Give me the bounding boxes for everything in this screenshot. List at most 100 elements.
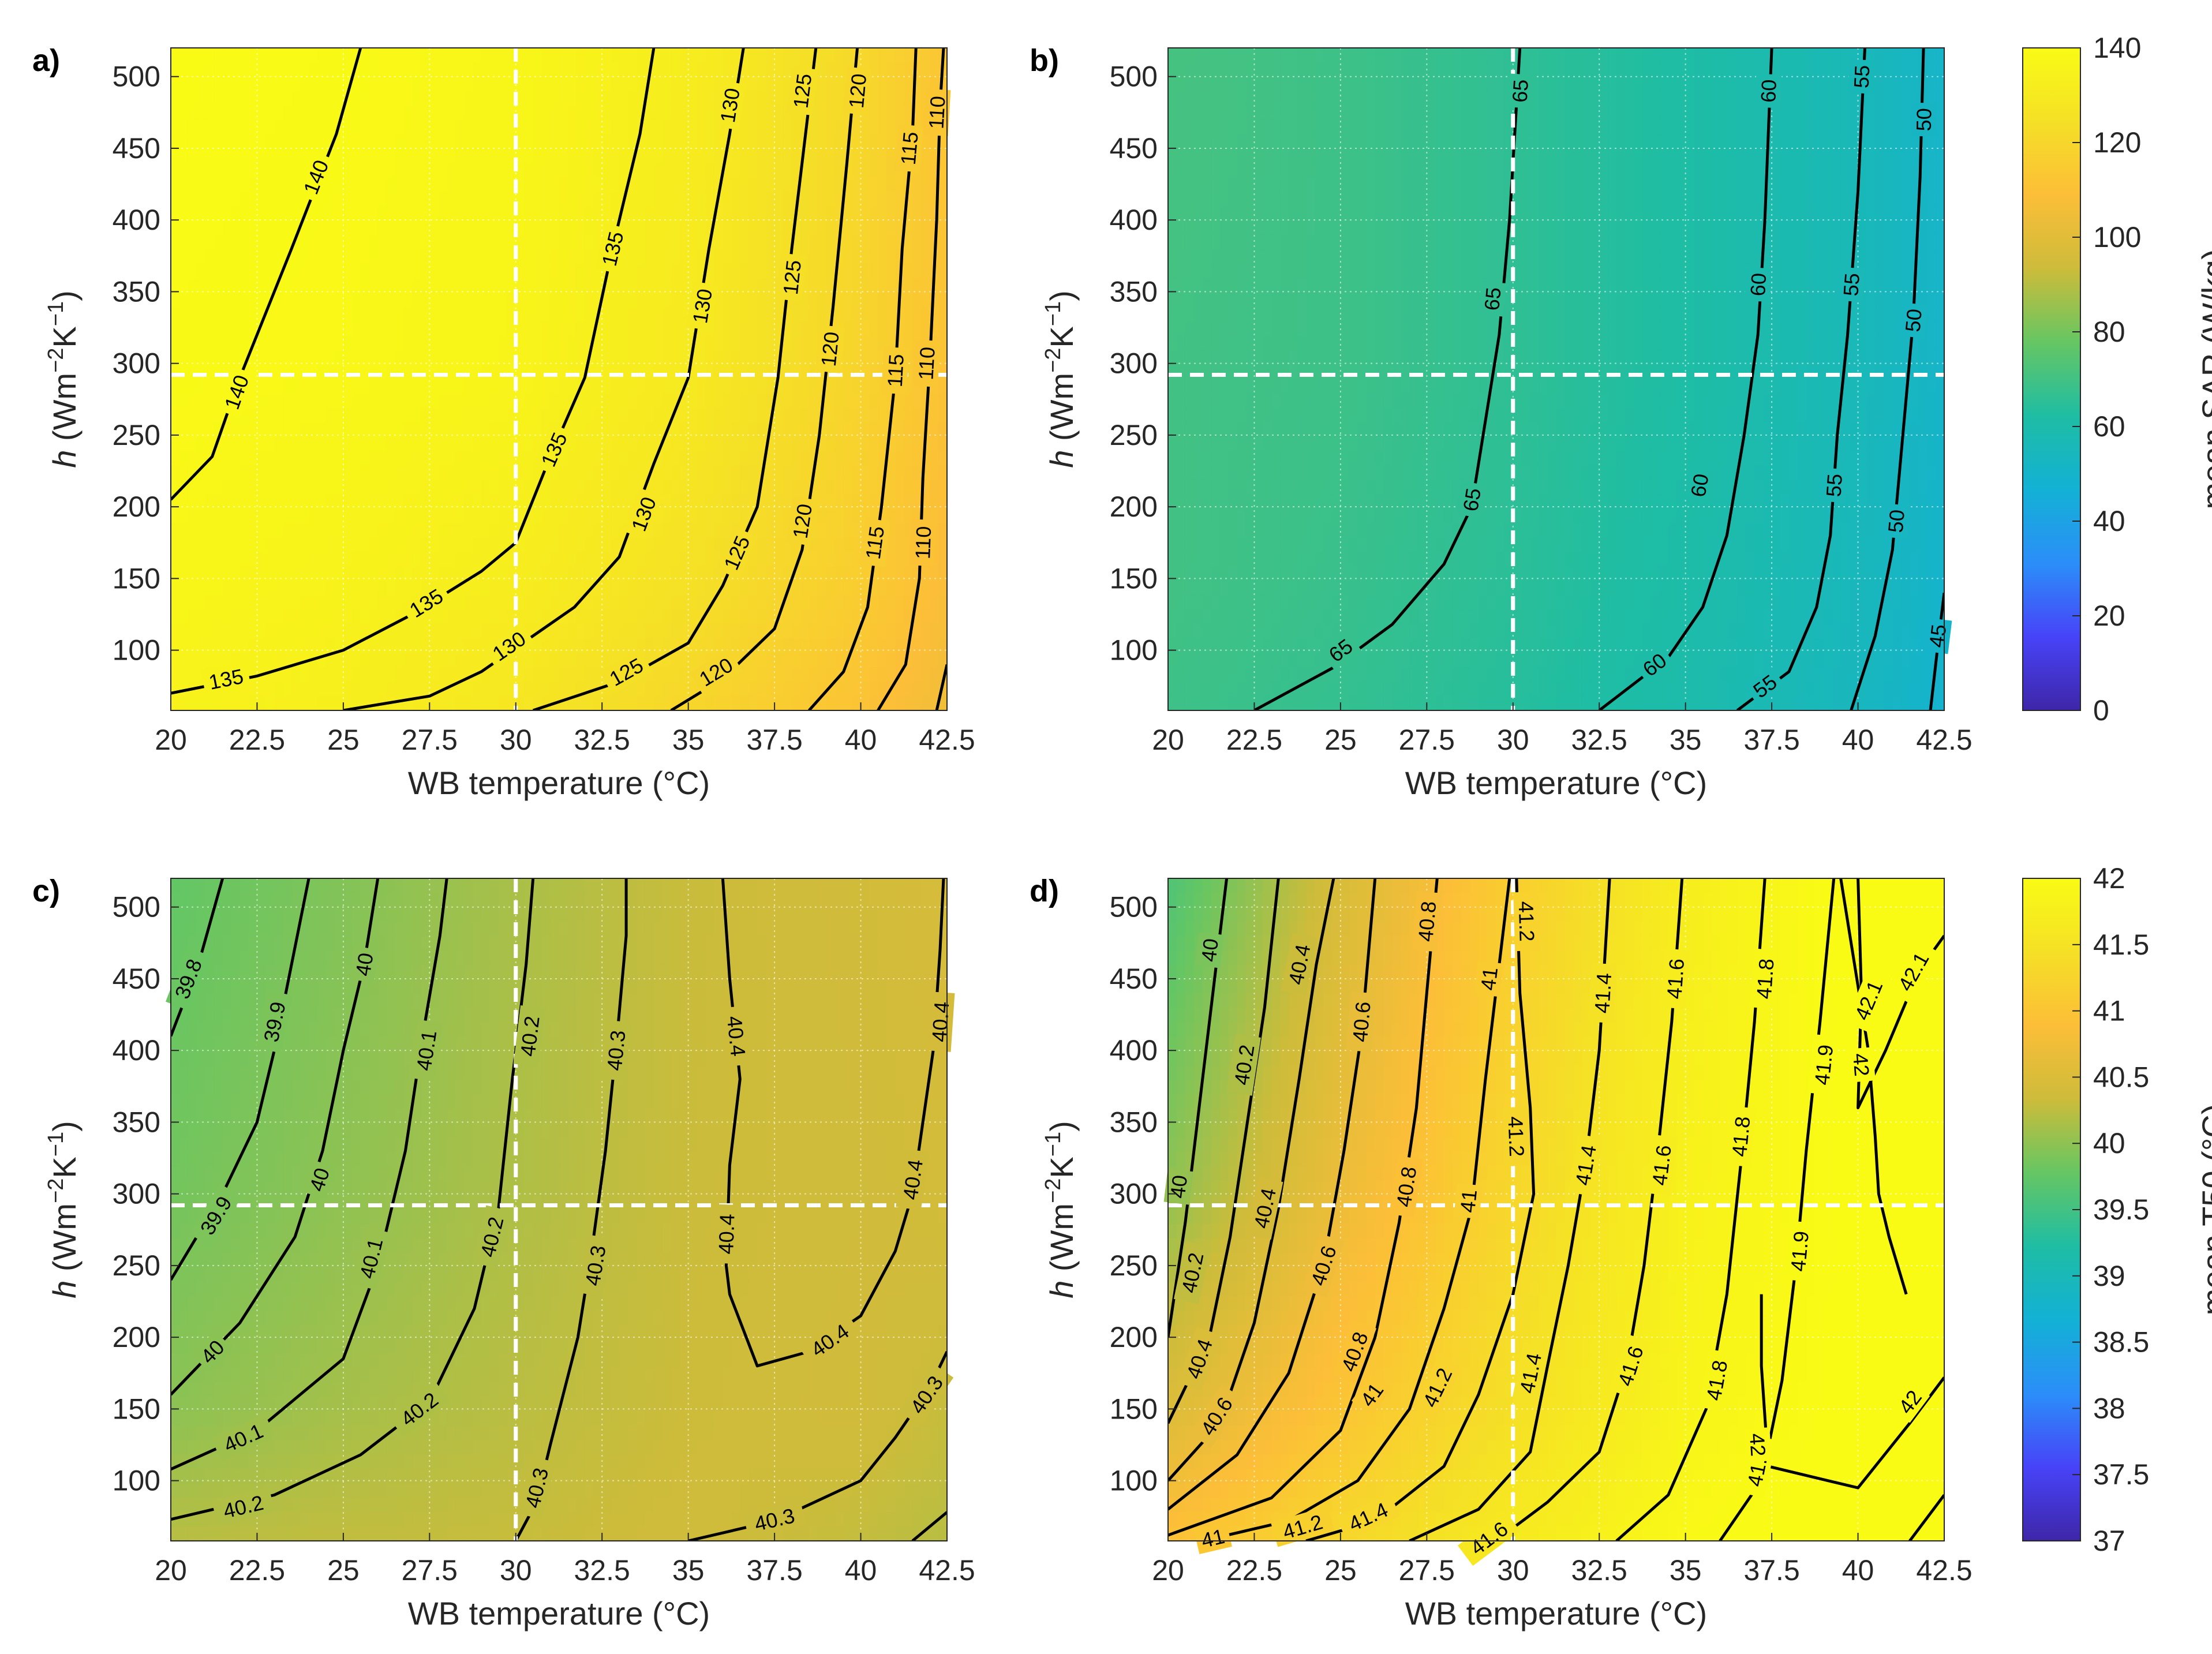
heatmap-cell: [265, 394, 275, 409]
heatmap-cell: [352, 120, 361, 135]
heatmap-cell: [930, 394, 939, 409]
heatmap-cell: [455, 307, 465, 322]
heatmap-cell: [291, 523, 301, 538]
heatmap-cell: [525, 336, 534, 351]
heatmap-cell: [714, 48, 724, 63]
heatmap-cell: [861, 466, 870, 481]
heatmap-cell: [559, 278, 568, 293]
heatmap-cell: [731, 235, 740, 250]
heatmap-cell: [654, 264, 663, 279]
heatmap-cell: [551, 220, 560, 235]
heatmap-cell: [214, 307, 223, 322]
heatmap-cell: [179, 77, 189, 92]
heatmap-cell: [317, 408, 327, 423]
heatmap-cell: [455, 365, 465, 380]
heatmap-cell: [895, 422, 904, 437]
heatmap-cell: [265, 509, 275, 524]
heatmap-cell: [593, 379, 602, 394]
heatmap-cell: [870, 149, 879, 164]
heatmap-cell: [645, 293, 654, 308]
heatmap-cell: [455, 249, 465, 264]
heatmap-cell: [387, 235, 396, 250]
heatmap-cell: [706, 451, 715, 466]
heatmap-cell: [680, 509, 689, 524]
heatmap-cell: [283, 307, 292, 322]
heatmap-cell: [671, 207, 680, 222]
heatmap-cell: [490, 192, 499, 207]
heatmap-cell: [619, 451, 628, 466]
heatmap-cell: [688, 106, 698, 121]
heatmap-cell: [602, 192, 611, 207]
heatmap-cell: [671, 192, 680, 207]
heatmap-cell: [231, 149, 241, 164]
heatmap-cell: [205, 480, 215, 495]
heatmap-cell: [663, 48, 672, 63]
heatmap-cell: [421, 134, 430, 149]
heatmap-cell: [326, 278, 335, 293]
heatmap-cell: [429, 48, 439, 63]
heatmap-cell: [171, 321, 180, 336]
heatmap-cell: [757, 77, 766, 92]
heatmap-cell: [525, 350, 534, 365]
heatmap-cell: [274, 91, 283, 106]
heatmap-cell: [265, 321, 275, 336]
heatmap-cell: [619, 321, 628, 336]
heatmap-cell: [619, 62, 628, 77]
heatmap-cell: [438, 379, 447, 394]
heatmap-cell: [766, 48, 775, 63]
heatmap-cell: [740, 451, 749, 466]
heatmap-cell: [852, 336, 862, 351]
heatmap-cell: [748, 106, 758, 121]
heatmap-cell: [826, 178, 836, 193]
heatmap-cell: [559, 293, 568, 308]
heatmap-cell: [861, 120, 870, 135]
heatmap-cell: [223, 278, 232, 293]
heatmap-cell: [265, 91, 275, 106]
heatmap-cell: [171, 220, 180, 235]
heatmap-cell: [714, 466, 724, 481]
heatmap-cell: [551, 192, 560, 207]
heatmap-cell: [593, 466, 602, 481]
heatmap-cell: [585, 451, 594, 466]
heatmap-cell: [421, 480, 430, 495]
heatmap-cell: [714, 365, 724, 380]
heatmap-cell: [231, 321, 241, 336]
heatmap-cell: [783, 220, 792, 235]
heatmap-cell: [895, 106, 904, 121]
heatmap-cell: [361, 207, 370, 222]
heatmap-cell: [680, 249, 689, 264]
heatmap-cell: [265, 207, 275, 222]
heatmap-cell: [870, 307, 879, 322]
heatmap-cell: [447, 437, 456, 452]
heatmap-cell: [447, 293, 456, 308]
heatmap-cell: [265, 451, 275, 466]
heatmap-cell: [844, 480, 853, 495]
heatmap-cell: [628, 307, 637, 322]
heatmap-cell: [800, 48, 810, 63]
heatmap-cell: [317, 120, 327, 135]
heatmap-cell: [188, 394, 197, 409]
heatmap-cell: [404, 307, 413, 322]
heatmap-cell: [214, 235, 223, 250]
heatmap-cell: [895, 451, 904, 466]
heatmap-cell: [533, 149, 542, 164]
heatmap-cell: [938, 163, 948, 178]
heatmap-cell: [404, 480, 413, 495]
heatmap-cell: [291, 249, 301, 264]
heatmap-cell: [438, 149, 447, 164]
heatmap-cell: [352, 278, 361, 293]
heatmap-cell: [404, 207, 413, 222]
heatmap-cell: [490, 278, 499, 293]
heatmap-cell: [852, 192, 862, 207]
heatmap-cell: [559, 307, 568, 322]
heatmap-cell: [559, 192, 568, 207]
heatmap-cell: [387, 134, 396, 149]
heatmap-cell: [870, 480, 879, 495]
heatmap-cell: [706, 509, 715, 524]
heatmap-cell: [188, 523, 197, 538]
heatmap-cell: [844, 293, 853, 308]
heatmap-cell: [429, 77, 439, 92]
heatmap-cell: [283, 220, 292, 235]
heatmap-cell: [740, 480, 749, 495]
heatmap-cell: [361, 106, 370, 121]
